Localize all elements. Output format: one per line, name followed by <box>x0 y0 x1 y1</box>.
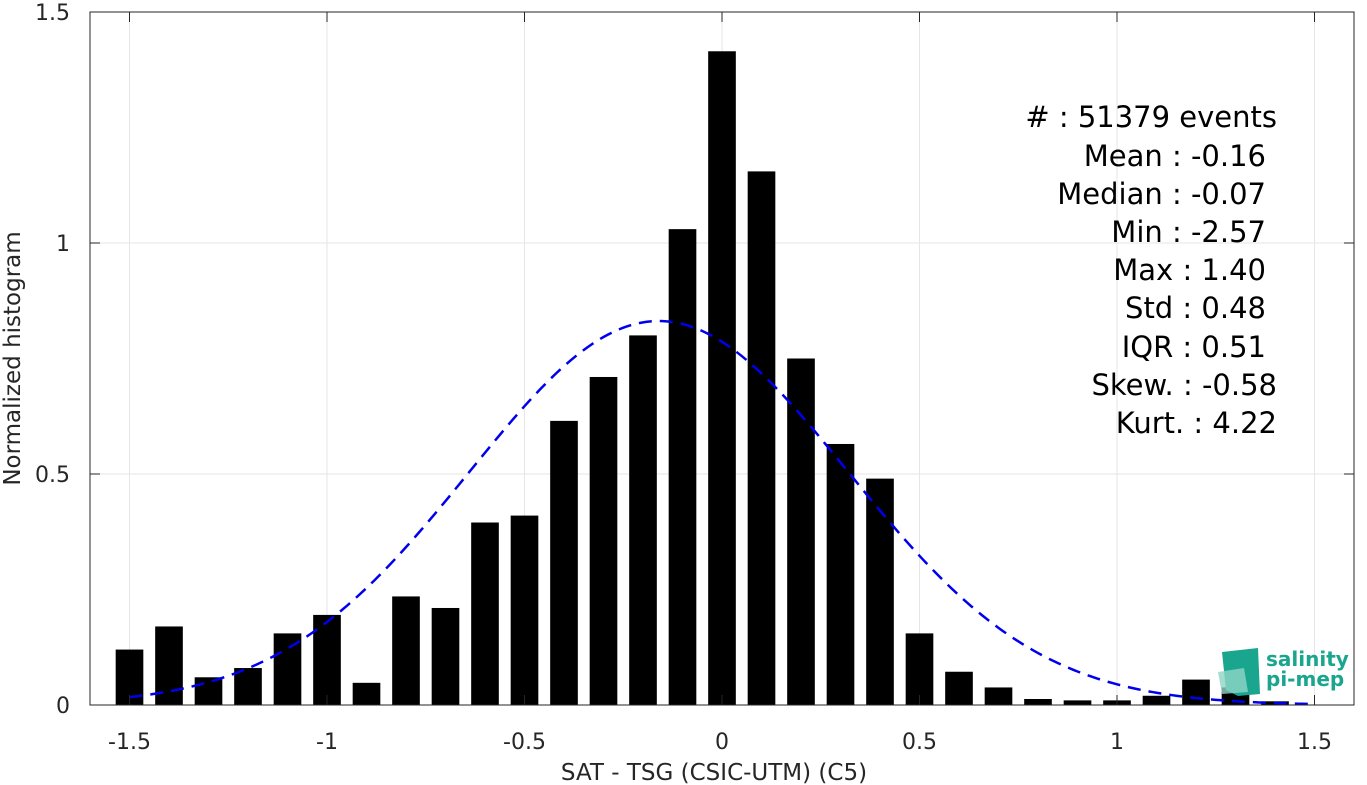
histogram-bars <box>115 51 1289 705</box>
histogram-bar <box>787 358 815 705</box>
stat-kurt: Kurt. : 4.22 <box>1116 406 1277 440</box>
histogram-bar <box>945 671 973 705</box>
histogram-bar <box>273 633 302 705</box>
histogram-bar <box>1182 679 1210 705</box>
histogram-bar <box>1063 700 1092 705</box>
y-tick-label: 0.5 <box>35 463 70 488</box>
stat-mean: Mean : -0.16 <box>1084 139 1266 173</box>
histogram-bar <box>905 633 934 705</box>
histogram-bar <box>866 478 894 705</box>
stat-median: Median : -0.07 <box>1057 177 1266 211</box>
x-tick-label: -1 <box>316 730 338 755</box>
histogram-bar <box>234 668 262 705</box>
stat-std: Std : 0.48 <box>1125 291 1266 325</box>
salinity-pi-mep-logo: salinity pi-mep <box>1218 647 1349 696</box>
stat-events: # : 51379 events <box>1025 100 1277 134</box>
gaussian-fit-curve <box>129 319 1315 706</box>
histogram-bar <box>629 335 657 705</box>
logo-text-salinity: salinity <box>1266 647 1349 671</box>
histogram-bar <box>471 522 499 705</box>
y-tick-label: 1 <box>56 232 70 257</box>
histogram-bar <box>1142 695 1171 705</box>
logo-wave-icon-light <box>1218 668 1248 694</box>
x-tick-label: -0.5 <box>503 730 546 755</box>
stat-iqr: IQR : 0.51 <box>1122 330 1266 364</box>
histogram-bar <box>668 229 697 705</box>
histogram-bar <box>352 682 381 705</box>
y-tick-label: 1.5 <box>35 1 70 26</box>
histogram-bar <box>510 515 539 705</box>
x-tick-label: 1 <box>1110 730 1124 755</box>
histogram-bar <box>747 171 776 705</box>
logo-text-pimep: pi-mep <box>1266 667 1344 691</box>
stat-min: Min : -2.57 <box>1111 215 1266 249</box>
histogram-bar <box>392 596 420 705</box>
histogram-bar <box>708 51 736 705</box>
histogram-bar <box>589 376 618 705</box>
y-tick-label: 0 <box>56 694 70 719</box>
histogram-bar <box>984 687 1013 705</box>
histogram-bar <box>194 677 223 705</box>
stat-skew: Skew. : -0.58 <box>1091 368 1277 402</box>
axis-ticks: -1.5 -1 -0.5 0 0.5 1 1.5 0 0.5 1 1.5 <box>35 1 1354 755</box>
x-tick-label: 0.5 <box>902 730 937 755</box>
y-axis-label: Normalized histogram <box>0 231 26 485</box>
x-tick-label: 1.5 <box>1297 730 1332 755</box>
stat-max: Max : 1.40 <box>1113 253 1266 287</box>
histogram-bar <box>550 420 578 705</box>
x-tick-label: -1.5 <box>108 730 151 755</box>
stats-box: # : 51379 events Mean : -0.16 Median : -… <box>1025 100 1277 440</box>
x-tick-label: 0 <box>715 730 729 755</box>
histogram-bar <box>431 607 460 705</box>
histogram-bar <box>1024 698 1052 705</box>
histogram-bar <box>826 443 855 705</box>
histogram-bar <box>313 614 341 705</box>
x-axis-label: SAT - TSG (CSIC-UTM) (C5) <box>561 760 867 785</box>
